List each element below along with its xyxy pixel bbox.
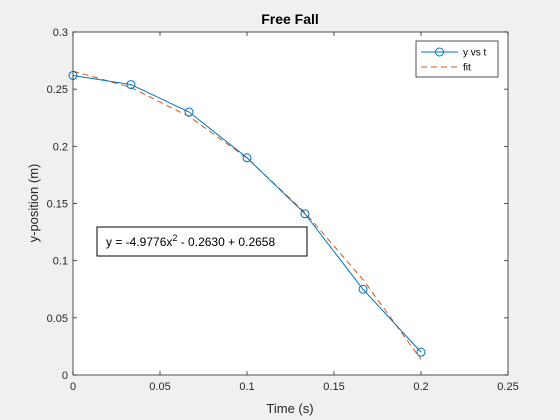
legend-swatch-marker-y-vs-t <box>435 47 444 57</box>
x-tick-label: 0.05 <box>149 381 170 393</box>
y-tick-label: 0 <box>62 370 68 382</box>
annotation-text-after: - 0.2630 + 0.2658 <box>177 235 275 249</box>
fit-equation-annotation: y = -4.9776x2 - 0.2630 + 0.2658 <box>96 226 308 257</box>
series-line-y-vs-t <box>72 74 422 353</box>
axis-ticks: 0 0.05 0.1 0.15 0.2 0.25 0 0.05 0.1 0.15 0.2 0.25 0.… <box>47 27 519 393</box>
y-tick-label: 0.3 <box>53 27 68 39</box>
x-tick-label: 0.2 <box>413 381 428 393</box>
annotation-text: y = -4.9776x2 - 0.2630 + 0.2658 <box>106 233 275 249</box>
plot-box <box>72 31 509 376</box>
data-point-y-vs-t <box>126 80 136 90</box>
y-tick-label: 0.25 <box>47 84 68 96</box>
legend: y vs t fit <box>415 40 499 78</box>
y-axis-label: y-position (m) <box>26 164 41 243</box>
y-tick-label: 0.15 <box>47 199 68 211</box>
series-line-fit <box>72 70 422 360</box>
y-tick-label: 0.05 <box>47 313 68 325</box>
legend-box <box>415 40 499 78</box>
data-point-y-vs-t <box>300 209 310 219</box>
annotation-superscript: 2 <box>172 233 177 243</box>
data-point-y-vs-t <box>358 284 368 294</box>
x-axis-label: Time (s) <box>266 401 313 416</box>
y-tick-label: 0.1 <box>53 256 68 268</box>
plot-area <box>73 32 508 375</box>
x-tick-label: 0.25 <box>497 381 518 393</box>
annotation-box <box>96 226 308 257</box>
chart-title: Free Fall <box>261 11 319 27</box>
data-point-y-vs-t <box>416 347 426 357</box>
legend-label-y-vs-t: y vs t <box>463 48 487 59</box>
x-tick-label: 0 <box>70 381 76 393</box>
data-point-y-vs-t <box>242 153 252 163</box>
x-tick-label: 0.15 <box>323 381 344 393</box>
y-tick-label: 0.2 <box>53 141 68 153</box>
data-point-y-vs-t <box>184 107 194 117</box>
legend-label-fit: fit <box>463 63 471 74</box>
annotation-text-before: y = -4.9776x <box>106 235 172 249</box>
x-tick-label: 0.1 <box>239 381 254 393</box>
